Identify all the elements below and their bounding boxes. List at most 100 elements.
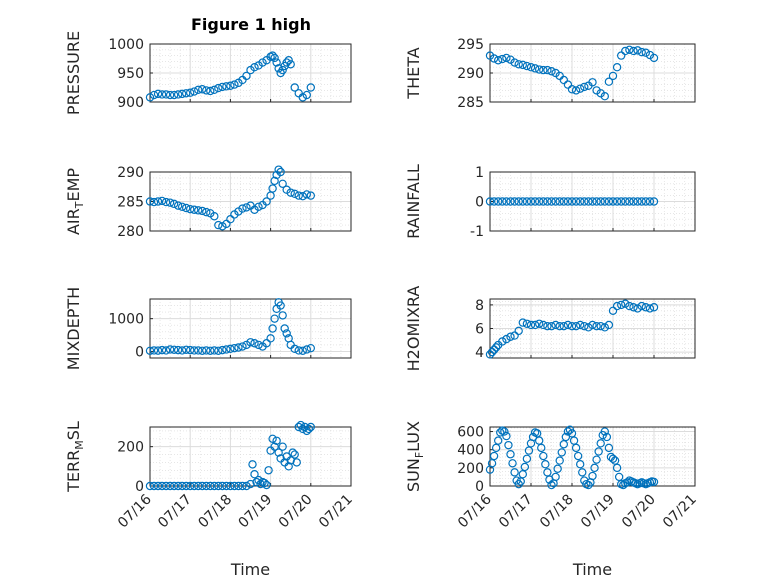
y-tick-label: 8 [475, 298, 484, 314]
data-point [496, 428, 505, 437]
data-point [222, 82, 231, 91]
y-tick-label: 280 [117, 224, 144, 240]
data-point [181, 89, 191, 98]
data-point [194, 85, 203, 95]
data-point [555, 197, 564, 206]
data-point [278, 442, 287, 451]
data-point [580, 197, 589, 206]
data-point [266, 334, 275, 343]
data-point [157, 90, 167, 99]
data-point [641, 48, 651, 57]
data-point [508, 459, 517, 468]
data-point [210, 346, 219, 355]
data-point [588, 471, 597, 481]
data-point [157, 196, 167, 206]
data-point [153, 346, 163, 355]
data-point [535, 319, 544, 328]
data-point [256, 479, 265, 489]
data-point [571, 443, 581, 453]
figure-title: Figure 1 high [191, 15, 311, 34]
y-axis-label: PRESSURE [64, 31, 83, 115]
data-point [563, 80, 573, 89]
data-point [596, 439, 605, 448]
data-point [278, 65, 287, 75]
data-point [543, 197, 552, 206]
x-axis-label: Time [572, 560, 612, 579]
y-tick-label: -1 [470, 224, 484, 240]
data-point [177, 346, 187, 355]
data-point [302, 90, 311, 100]
data-point [547, 321, 556, 331]
data-point [608, 306, 618, 315]
y-tick-label: 200 [117, 440, 144, 456]
data-point [571, 86, 581, 95]
data-point [576, 320, 585, 330]
data-point [617, 51, 626, 60]
data-point [530, 64, 540, 73]
data-point [596, 197, 605, 206]
y-tick-label: 400 [457, 443, 484, 459]
data-point [551, 320, 560, 330]
y-tick-label: 290 [457, 66, 484, 82]
data-point [202, 86, 211, 95]
data-point [578, 468, 587, 477]
data-point [194, 206, 203, 215]
data-point [547, 67, 556, 76]
data-point [526, 62, 536, 72]
data-point [510, 331, 519, 340]
data-point [637, 197, 646, 206]
data-point [645, 304, 655, 313]
data-point [539, 320, 548, 330]
x-axis-label: Time [230, 560, 270, 579]
data-point [537, 443, 546, 453]
data-point [592, 197, 601, 206]
data-point [302, 345, 311, 354]
y-axis-label: RAINFALL [404, 164, 423, 239]
data-point [165, 481, 175, 491]
data-point [268, 434, 277, 443]
data-point [169, 90, 179, 100]
data-point [502, 53, 511, 63]
data-point [270, 314, 279, 323]
data-point [561, 432, 571, 442]
data-point [145, 481, 155, 491]
data-point [494, 197, 503, 206]
data-point [539, 451, 548, 461]
data-point [559, 75, 569, 85]
data-point [602, 432, 612, 442]
data-point [600, 427, 610, 436]
data-point [294, 346, 303, 355]
data-point [161, 346, 171, 355]
data-point [226, 481, 235, 491]
data-point [250, 339, 259, 348]
y-tick-label: 1000 [108, 312, 144, 328]
data-point [292, 458, 301, 467]
data-point [555, 321, 564, 331]
data-point [190, 346, 199, 355]
data-point [177, 89, 187, 99]
data-point [571, 197, 581, 206]
data-point [177, 481, 187, 491]
data-point [218, 345, 227, 355]
data-point [641, 303, 651, 312]
data-point [522, 61, 532, 71]
data-point [502, 431, 511, 441]
data-point [629, 303, 638, 312]
data-point [296, 420, 305, 430]
data-point [304, 424, 313, 434]
data-point [274, 448, 283, 457]
data-point [518, 60, 528, 70]
data-point [218, 82, 227, 92]
data-point [518, 318, 528, 327]
data-point [198, 346, 207, 355]
data-point [539, 197, 548, 206]
data-point [165, 198, 175, 207]
data-point [202, 481, 211, 491]
data-point [592, 455, 601, 464]
data-point [246, 479, 255, 489]
y-tick-label: 1000 [108, 37, 144, 53]
data-point [282, 329, 291, 338]
y-axis-label: MIXDEPTH [64, 287, 83, 370]
data-point [149, 481, 159, 491]
